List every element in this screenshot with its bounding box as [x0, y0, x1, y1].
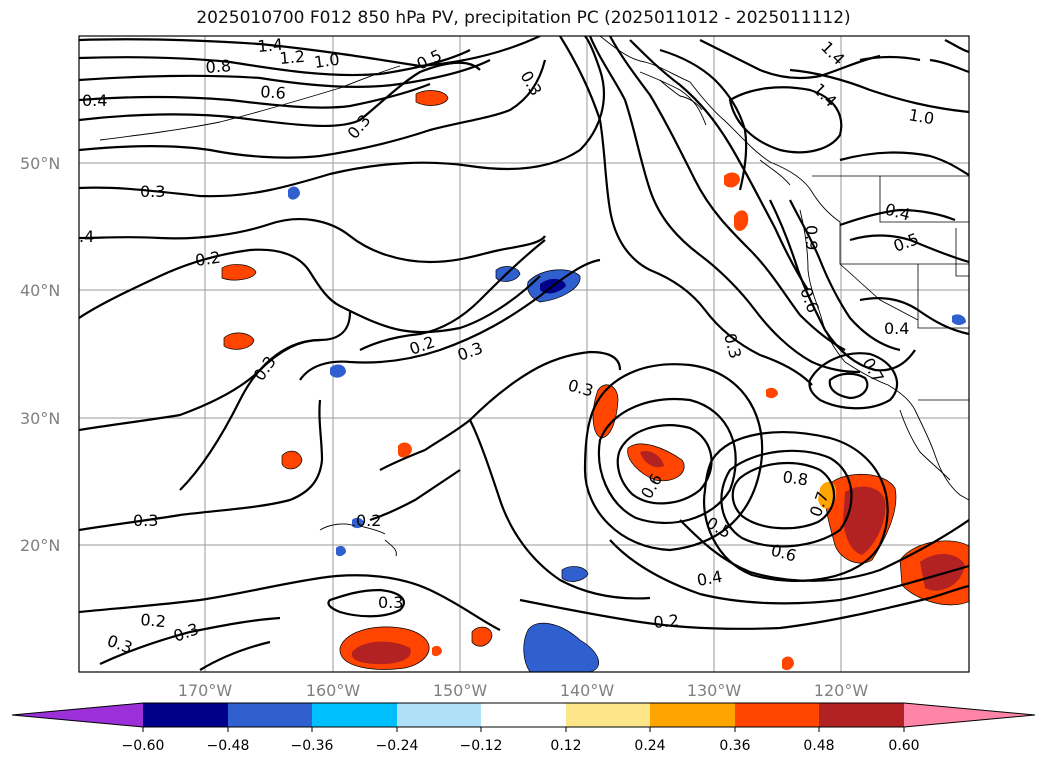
- contour-label: 0.2: [140, 610, 167, 631]
- lon-label: 120°W: [814, 681, 869, 700]
- lon-label: 140°W: [560, 681, 615, 700]
- lon-label: 130°W: [687, 681, 742, 700]
- contour-label: 1.4: [257, 35, 284, 56]
- colorbar-tick-label: −0.24: [376, 738, 419, 754]
- lat-label: 20°N: [20, 536, 60, 555]
- colorbar-segment: [481, 703, 566, 727]
- contour-label: 0.4: [82, 91, 107, 110]
- colorbar-segment: [397, 703, 481, 727]
- contour-label: 0.2: [653, 611, 680, 632]
- colorbar-tick-label: 0.36: [719, 738, 750, 754]
- colorbar-tick-label: −0.12: [460, 738, 503, 754]
- map-frame: [78, 35, 970, 673]
- colorbar-tick-label: −0.36: [291, 738, 334, 754]
- latitude-labels: 50°N 40°N 30°N 20°N: [20, 154, 60, 555]
- lon-label: 170°W: [178, 681, 233, 700]
- contour-label: 0.6: [260, 82, 287, 103]
- colorbar-segment: [904, 703, 1035, 727]
- colorbar-tick-label: 0.12: [550, 738, 581, 754]
- contour-label: 0.3: [378, 593, 403, 612]
- lat-label: 40°N: [20, 281, 60, 300]
- contour-label: 1.0: [907, 105, 935, 128]
- contour-label: 0.8: [781, 467, 809, 489]
- contour-label: 0.4: [695, 567, 723, 590]
- lat-label: 30°N: [20, 409, 60, 428]
- colorbar-segment: [12, 703, 143, 727]
- graticule: [79, 36, 969, 672]
- colorbar-segment: [312, 703, 397, 727]
- longitude-labels: 170°W 160°W 150°W 140°W 130°W 120°W: [178, 681, 869, 700]
- colorbar: −0.60 −0.48 −0.36 −0.24 −0.12 0.12 0.24 …: [11, 702, 1036, 754]
- colorbar-segment: [143, 703, 228, 727]
- colorbar-tick-label: 0.48: [803, 738, 834, 754]
- colorbar-tick-label: −0.60: [122, 738, 165, 754]
- contour-label: 0.2: [356, 511, 381, 530]
- contour-label: 0.4: [884, 319, 909, 338]
- colorbar-tick-label: 0.24: [634, 738, 665, 754]
- map-area: [79, 36, 969, 672]
- colorbar-tick-label: 0.60: [888, 738, 919, 754]
- contour-label: 0.3: [133, 511, 158, 530]
- map-title: 2025010700 F012 850 hPa PV, precipitatio…: [196, 8, 851, 28]
- contour-label: 1.2: [279, 47, 306, 68]
- contour-label: 1.0: [313, 50, 341, 72]
- contour-label: 0.8: [205, 56, 232, 77]
- contour-label: 0.2: [194, 248, 222, 270]
- colorbar-segment: [735, 703, 819, 727]
- contour-label: 0.3: [140, 182, 165, 201]
- contour-label: .4: [79, 227, 94, 246]
- precip-positive: [221, 90, 969, 671]
- lat-label: 50°N: [20, 154, 60, 173]
- colorbar-segment: [566, 703, 650, 727]
- colorbar-segment: [650, 703, 735, 727]
- lon-label: 150°W: [433, 681, 488, 700]
- colorbar-tick-label: −0.48: [207, 738, 250, 754]
- colorbar-segment: [819, 703, 904, 727]
- lon-label: 160°W: [306, 681, 361, 700]
- pv-contours: [79, 36, 969, 671]
- colorbar-segment: [228, 703, 312, 727]
- contour-label: 0.9: [802, 225, 821, 250]
